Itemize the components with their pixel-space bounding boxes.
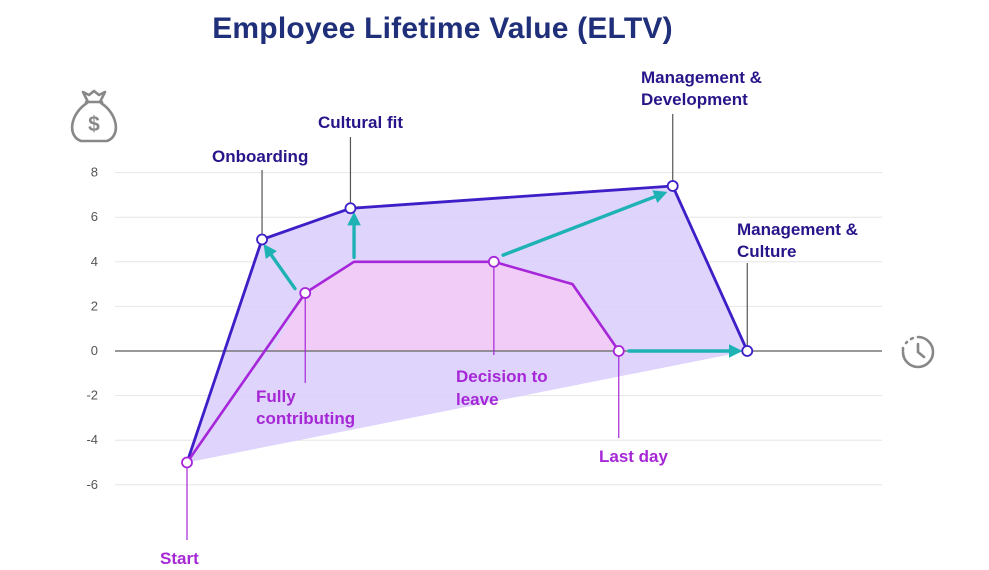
y-tick-label: -6 [86, 477, 98, 492]
point-fully-contributing [299, 287, 312, 299]
y-tick-label: 0 [91, 343, 98, 358]
label-cultural-fit: Cultural fit [318, 113, 403, 132]
point-mgmt-development [666, 180, 679, 192]
annotation-labels: Start Onboarding Cultural fit Management & D… [160, 68, 858, 568]
svg-text:$: $ [88, 113, 100, 136]
page-title: Employee Lifetime Value (ELTV) [212, 12, 673, 45]
point-start [181, 456, 193, 469]
clock-history-icon [901, 335, 935, 369]
area-fills [187, 186, 748, 463]
point-mgmt-culture [741, 345, 754, 357]
y-axis-ticks: 8 6 4 2 0 -2 -4 -6 [86, 165, 98, 492]
label-start: Start [160, 549, 199, 568]
label-mgmt-culture: Management & Culture [737, 220, 858, 261]
data-points [181, 180, 754, 469]
y-tick-label: 8 [91, 165, 98, 180]
y-tick-label: 6 [91, 209, 98, 224]
y-tick-label: -4 [86, 432, 98, 447]
point-cultural-fit [344, 202, 357, 215]
point-decision-to-leave [487, 255, 500, 268]
label-mgmt-development: Management & Development [641, 68, 762, 109]
y-tick-label: 4 [91, 254, 98, 269]
y-tick-label: -2 [86, 388, 98, 403]
lower-series-line [185, 260, 620, 464]
money-bag-icon: $ [70, 89, 118, 143]
lower-area-fill [272, 261, 619, 351]
label-decision-to-leave: Decision to leave [456, 367, 548, 409]
trend-arrow [263, 243, 297, 291]
annotation-leaders [186, 114, 748, 540]
trend-arrow [501, 190, 668, 257]
point-onboarding [256, 233, 268, 246]
trend-arrows [263, 190, 743, 358]
label-onboarding: Onboarding [212, 147, 308, 166]
y-tick-label: 2 [91, 298, 98, 313]
label-last-day: Last day [599, 447, 669, 466]
point-last-day [612, 345, 625, 357]
label-fully-contributing: Fully contributing [256, 387, 355, 428]
